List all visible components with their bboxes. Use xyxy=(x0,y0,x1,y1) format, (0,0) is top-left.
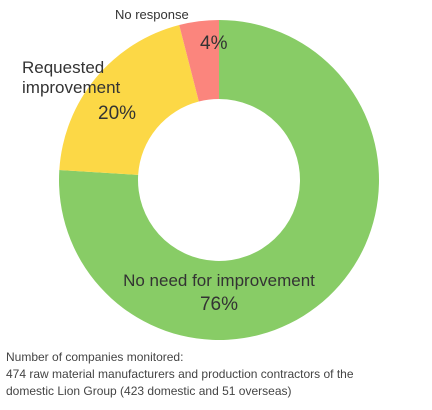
slice-no-response-value-label: 4% xyxy=(200,33,228,54)
donut-chart-svg: No need for improvement 76% Requestedimpro… xyxy=(22,7,380,340)
slice-no-need-for-improvement-label: No need for improvement xyxy=(123,271,315,290)
slices-layer xyxy=(59,20,380,340)
slice-requested-improvement-label-line-2: improvement xyxy=(22,78,121,97)
note-heading: Number of companies monitored: xyxy=(6,350,184,364)
slice-no-response-label: No response xyxy=(115,7,189,22)
slice-no-response xyxy=(179,20,219,102)
slice-no-need-for-improvement-value-label: 76% xyxy=(200,294,238,315)
slice-no-need-for-improvement xyxy=(59,20,380,340)
slice-requested-improvement-label-line-1: Requested xyxy=(22,58,104,77)
labels-layer: No need for improvement 76% Requestedimpro… xyxy=(22,7,315,315)
slice-requested-improvement xyxy=(59,25,199,175)
monitoring-note: Number of companies monitored: 474 raw m… xyxy=(6,349,426,400)
slice-requested-improvement-value-label: 20% xyxy=(98,103,136,124)
note-line-1: 474 raw material manufacturers and produ… xyxy=(6,367,354,381)
note-line-2: domestic Lion Group (423 domestic and 51… xyxy=(6,384,292,398)
donut-chart: No need for improvement 76% Requested impro… xyxy=(22,7,380,340)
